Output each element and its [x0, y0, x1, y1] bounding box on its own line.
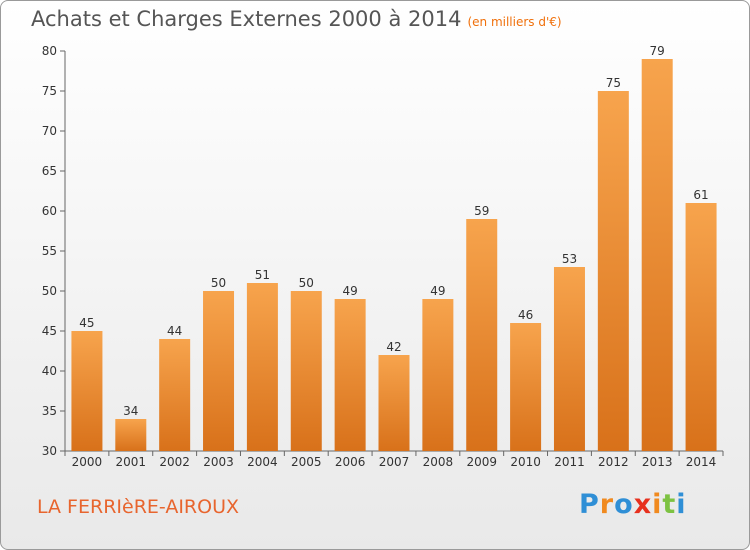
chart-axes: 30 35 40 45 50 55 60 65 70 75 80 2000 2001 2002 2003 20… — [42, 44, 724, 469]
x-tick-label: 2001 — [116, 455, 147, 469]
y-tick-label: 75 — [42, 84, 57, 98]
y-tick-label: 35 — [42, 404, 57, 418]
bar-2000 — [71, 331, 103, 451]
x-tick-label: 2008 — [423, 455, 454, 469]
data-label-2007: 42 — [386, 340, 401, 354]
y-tick-label: 80 — [42, 44, 57, 58]
x-tick-label: 2012 — [598, 455, 629, 469]
bar-2001 — [115, 419, 147, 451]
y-tick-label: 40 — [42, 364, 57, 378]
data-label-2011: 53 — [562, 252, 577, 266]
data-label-2001: 34 — [123, 404, 138, 418]
x-tick-label: 2004 — [247, 455, 278, 469]
bar-2007 — [378, 355, 410, 451]
logo-letter: o — [614, 489, 634, 520]
x-tick-label: 2014 — [686, 455, 717, 469]
bar-2009 — [466, 219, 498, 451]
chart-bars — [71, 59, 717, 451]
logo-letter: x — [633, 489, 653, 520]
chart-title: Achats et Charges Externes 2000 à 2014 (e… — [31, 7, 562, 31]
bar-2012 — [597, 91, 629, 451]
bar-2006 — [334, 299, 366, 451]
x-tick-label: 2007 — [379, 455, 410, 469]
logo-letter: P — [579, 489, 600, 520]
y-tick-label: 55 — [42, 244, 57, 258]
bar-2008 — [422, 299, 454, 451]
data-label-2002: 44 — [167, 324, 182, 338]
bar-2014 — [685, 203, 717, 451]
bar-2002 — [159, 339, 191, 451]
y-tick-label: 50 — [42, 284, 57, 298]
chart-subtitle: (en milliers d'€) — [467, 15, 562, 29]
data-label-2008: 49 — [430, 284, 445, 298]
data-label-2014: 61 — [693, 188, 708, 202]
data-label-2013: 79 — [650, 44, 665, 58]
x-tick-label: 2009 — [466, 455, 497, 469]
x-tick-label: 2002 — [159, 455, 190, 469]
y-tick-label: 60 — [42, 204, 57, 218]
bar-2004 — [246, 283, 278, 451]
data-label-2006: 49 — [342, 284, 357, 298]
data-label-2003: 50 — [211, 276, 226, 290]
x-tick-label: 2013 — [642, 455, 673, 469]
logo-letter: r — [599, 489, 615, 520]
chart-data-labels: 45 34 44 50 51 50 49 42 49 59 46 53 75 79 61 — [79, 44, 708, 418]
data-label-2005: 50 — [299, 276, 314, 290]
x-tick-label: 2000 — [72, 455, 103, 469]
x-tick-label: 2003 — [203, 455, 234, 469]
x-tick-label: 2006 — [335, 455, 366, 469]
data-label-2004: 51 — [255, 268, 270, 282]
data-label-2012: 75 — [606, 76, 621, 90]
y-tick-label: 45 — [42, 324, 57, 338]
bar-2010 — [510, 323, 542, 451]
y-tick-label: 70 — [42, 124, 57, 138]
proxiti-logo: Proxiti — [579, 489, 687, 520]
y-tick-label: 65 — [42, 164, 57, 178]
logo-letter: t — [662, 489, 677, 520]
data-label-2009: 59 — [474, 204, 489, 218]
bar-2003 — [203, 291, 235, 451]
logo-letter: i — [652, 489, 663, 520]
bar-2011 — [553, 267, 585, 451]
bar-2013 — [641, 59, 673, 451]
data-label-2000: 45 — [79, 316, 94, 330]
bar-2005 — [290, 291, 322, 451]
logo-letter: i — [676, 489, 687, 520]
x-tick-label: 2011 — [554, 455, 585, 469]
x-tick-label: 2005 — [291, 455, 322, 469]
data-label-2010: 46 — [518, 308, 533, 322]
y-tick-label: 30 — [42, 444, 57, 458]
location-label: LA FERRIèRE-AIROUX — [37, 496, 240, 518]
x-tick-label: 2010 — [510, 455, 541, 469]
